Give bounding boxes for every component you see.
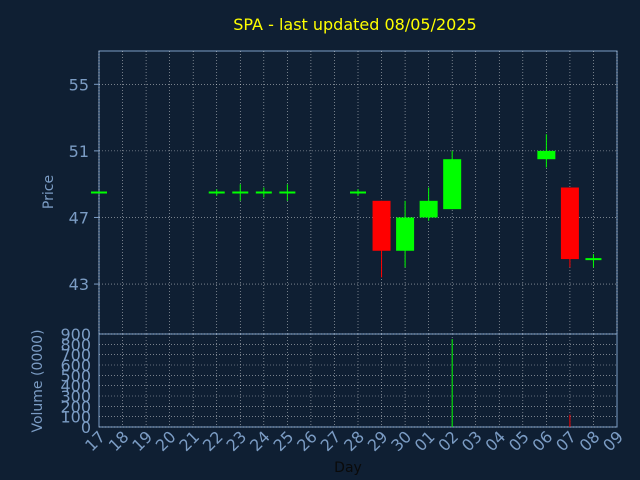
- volume-tick-label: 0: [81, 418, 91, 437]
- volume-tick-label: 500: [60, 366, 91, 385]
- volume-panel: 0100200300400500600700800900171819202122…: [60, 325, 627, 455]
- candle-body: [560, 187, 579, 260]
- volume-tick-label: 700: [60, 346, 91, 365]
- volume-axis-label: Volume (0000): [30, 329, 46, 432]
- price-tick-label: 43: [69, 275, 89, 294]
- candle-body: [419, 200, 438, 218]
- candle-body: [537, 150, 556, 160]
- price-tick-label: 47: [69, 208, 89, 227]
- candle-body: [443, 159, 462, 210]
- candle-body: [396, 217, 415, 251]
- price-axis-label: Price: [41, 175, 57, 209]
- price-tick-label: 51: [69, 142, 89, 161]
- chart-title: SPA - last updated 08/05/2025: [233, 15, 476, 34]
- volume-plot-frame: [98, 333, 618, 428]
- price-tick-label: 55: [69, 75, 89, 94]
- x-axis-label: Day: [334, 460, 362, 476]
- price-panel: 43 47 51 55: [69, 50, 618, 335]
- volume-tick-label: 800: [60, 335, 91, 354]
- volume-tick-label: 300: [60, 387, 91, 406]
- volume-tick-label: 600: [60, 356, 91, 375]
- candle-body: [372, 200, 391, 251]
- x-tick-label: 09: [599, 427, 627, 455]
- volume-tick-label: 200: [60, 397, 91, 416]
- volume-tick-label: 900: [60, 325, 91, 344]
- volume-tick-label: 400: [60, 377, 91, 396]
- volume-tick-label: 100: [60, 408, 91, 427]
